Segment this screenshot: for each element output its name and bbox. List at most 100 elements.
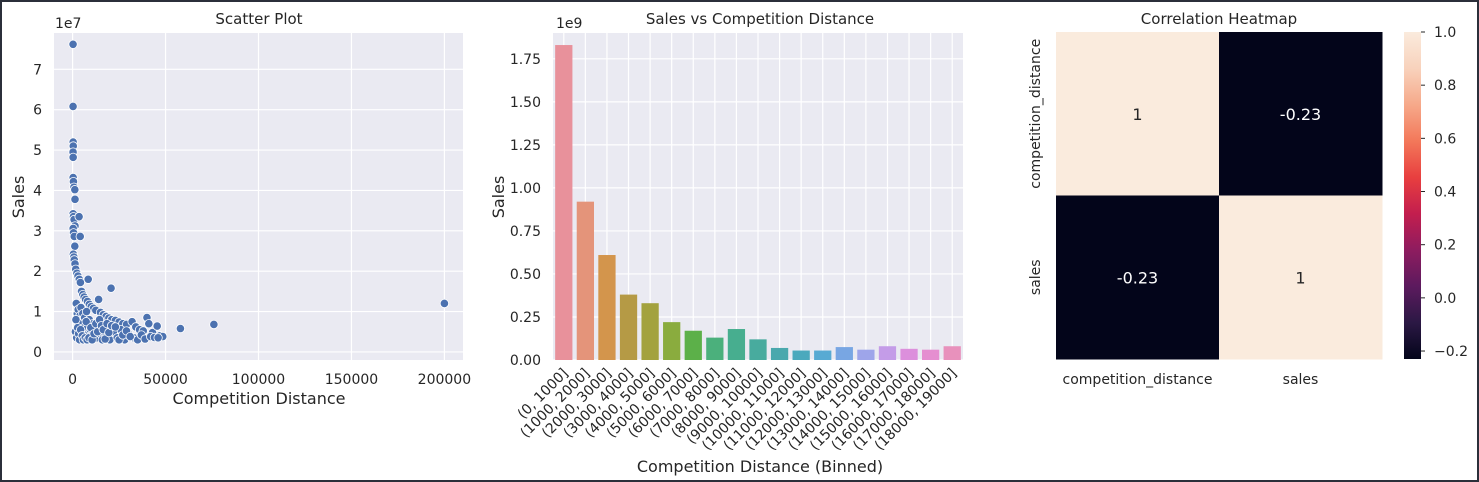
bar	[770, 347, 789, 360]
bar	[814, 350, 832, 360]
bar-y-tick-label: 1.25	[510, 138, 541, 154]
colorbar-tick-label: 0.8	[1434, 78, 1456, 94]
scatter-point	[125, 331, 135, 342]
scatter-y-label: Sales	[9, 176, 28, 219]
bar-x-label: Competition Distance (Binned)	[637, 457, 883, 476]
bar-y-tick-label: 1.00	[510, 181, 541, 197]
scatter-point	[71, 315, 81, 325]
scatter-point	[70, 241, 80, 251]
scatter-panel: 0 50000 100000 150000 200000 0 1 2 3 4 5 6 7 Scatte…	[9, 10, 471, 408]
scatter-x-tick-label: 150000	[325, 372, 378, 388]
scatter-title: Scatter Plot	[215, 10, 302, 28]
scatter-x-label: Competition Distance	[173, 389, 346, 408]
scatter-point	[439, 298, 450, 309]
scatter-x-ticks: 0 50000 100000 150000 200000	[68, 372, 471, 388]
bar	[835, 347, 853, 360]
scatter-point	[175, 323, 186, 334]
scatter-point	[153, 333, 163, 343]
scatter-point	[68, 152, 78, 162]
scatter-y-tick-label: 3	[33, 224, 42, 240]
bar-y-tick-label: 0.00	[510, 353, 541, 369]
heatmap-column-label: sales	[1283, 372, 1319, 388]
heatmap-cell	[1219, 195, 1383, 360]
heatmap-cell-annotation: -0.23	[1117, 268, 1158, 287]
scatter-point	[68, 101, 78, 112]
bar	[922, 349, 940, 360]
scatter-point	[152, 321, 162, 331]
bar-y-tick-label: 0.25	[510, 310, 541, 326]
scatter-point	[74, 212, 84, 222]
heatmap-cell-annotation: -0.23	[1280, 105, 1321, 124]
scatter-x-tick-label: 100000	[232, 372, 285, 388]
bar	[706, 337, 724, 360]
colorbar-ticks: 1.0 0.8 0.6 0.4 0.2 0.0 −0.2	[1421, 25, 1468, 360]
scatter-y-tick-label: 2	[33, 264, 42, 280]
bar	[684, 330, 702, 360]
scatter-y-tick-label: 0	[33, 345, 42, 361]
colorbar-tick-label: 0.0	[1434, 291, 1456, 307]
scatter-point	[75, 277, 85, 288]
scatter-point	[81, 317, 91, 327]
scatter-point	[94, 294, 104, 305]
scatter-y-tick-label: 7	[33, 62, 42, 78]
scatter-y-ticks: 0 1 2 3 4 5 6 7	[33, 62, 42, 361]
bar	[943, 346, 961, 360]
scatter-y-offset: 1e7	[55, 16, 81, 32]
heatmap-title: Correlation Heatmap	[1141, 10, 1297, 28]
scatter-y-tick-label: 5	[33, 143, 42, 159]
scatter-y-tick-label: 4	[33, 183, 42, 199]
heatmap-cell	[1219, 32, 1383, 196]
bar-gridlines	[553, 33, 963, 361]
colorbar-tick-label: 1.0	[1434, 25, 1456, 41]
bar	[727, 329, 746, 360]
bar-y-offset: 1e9	[556, 16, 582, 32]
bar-y-tick-label: 1.50	[510, 95, 541, 111]
scatter-point	[70, 185, 80, 195]
bar	[900, 348, 918, 360]
colorbar	[1404, 32, 1421, 359]
colorbar-tick-label: −0.2	[1434, 344, 1468, 360]
bar-y-tick-label: 1.75	[510, 52, 541, 68]
scatter-point	[75, 231, 85, 242]
scatter-point	[83, 274, 93, 284]
scatter-y-tick-label: 1	[33, 305, 42, 321]
bar-panel: (0, 1000](1000, 2000](2000, 3000](3000, …	[489, 10, 963, 476]
bar-series	[555, 45, 961, 361]
heatmap-panel: 1 -0.23-0.23 1 competition_distance salesco…	[1028, 10, 1468, 388]
scatter-point	[81, 306, 92, 317]
bar	[857, 349, 875, 360]
scatter-point	[110, 322, 120, 332]
scatter-y-tick-label: 6	[33, 103, 42, 119]
bar	[663, 322, 681, 360]
colorbar-tick-label: 0.2	[1434, 238, 1456, 254]
bar	[598, 255, 616, 360]
scatter-point	[144, 319, 154, 329]
scatter-point	[70, 194, 80, 204]
heatmap-row-label: sales	[1028, 259, 1044, 295]
heatmap-cell-annotation: 1	[1295, 268, 1305, 287]
scatter-x-tick-label: 0	[68, 372, 77, 388]
bar-title: Sales vs Competition Distance	[646, 10, 874, 28]
bar	[555, 45, 573, 361]
scatter-point	[209, 319, 219, 330]
bar	[878, 346, 897, 360]
heatmap-column-label: competition_distance	[1063, 372, 1213, 388]
heatmap-cell	[1056, 32, 1220, 196]
heatmap-labels: competition_distance salescompetition_dis…	[1028, 39, 1318, 388]
bar	[576, 201, 594, 360]
scatter-points	[68, 39, 450, 345]
heatmap-cell-annotation: 1	[1132, 105, 1142, 124]
scatter-x-tick-label: 50000	[143, 372, 188, 388]
heatmap-cell	[1056, 195, 1220, 360]
bar	[641, 303, 659, 360]
scatter-point	[106, 283, 116, 293]
heatmap-cells: 1 -0.23 -0.23 1	[1056, 32, 1383, 360]
bar-y-tick-label: 0.75	[510, 224, 541, 240]
bar-y-ticks: 0.00 0.25 0.50 0.75 1.00 1.25 1.50 1.75	[510, 52, 541, 369]
colorbar-tick-label: 0.6	[1434, 131, 1456, 147]
bar-y-label: Sales	[489, 176, 508, 219]
heatmap-row-label: competition_distance	[1028, 39, 1044, 189]
bar	[749, 339, 767, 360]
